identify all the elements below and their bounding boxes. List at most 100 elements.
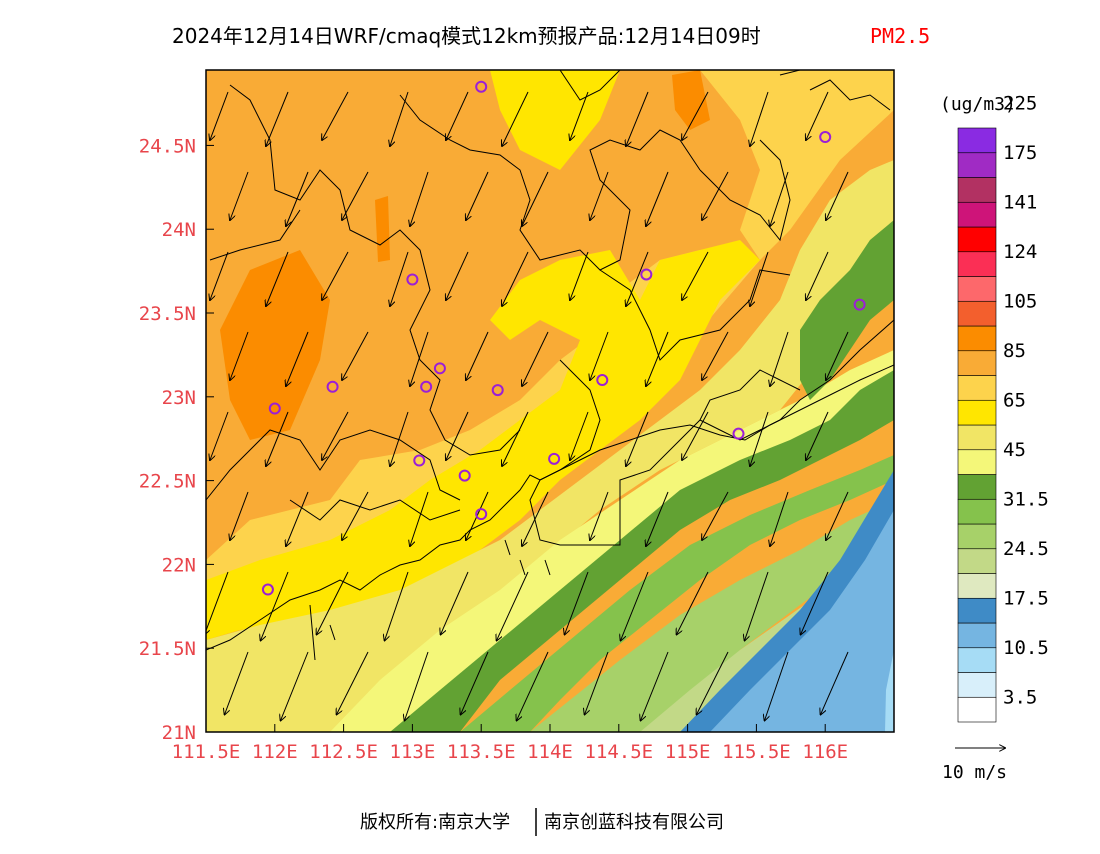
field-green-northeast — [800, 220, 894, 400]
x-tick-label: 115.5E — [722, 741, 791, 763]
colorbar-label: 124 — [1003, 241, 1037, 263]
boundary-line — [559, 70, 621, 101]
field-sea-blue-light — [885, 650, 894, 732]
wind-reference-label: 10 m/s — [942, 762, 1007, 783]
x-tick-label: 111.5E — [172, 741, 241, 763]
y-tick-label: 22N — [162, 554, 196, 576]
colorbar-swatch — [957, 127, 997, 154]
wind-arrow — [266, 411, 289, 466]
x-tick-label: 112.5E — [309, 741, 378, 763]
y-tick-label: 21N — [162, 722, 196, 744]
station-marker — [420, 380, 433, 393]
station-marker — [475, 508, 488, 521]
colorbar-label: 225 — [1003, 92, 1037, 114]
colorbar-label: 45 — [1003, 439, 1026, 461]
station-marker — [548, 452, 561, 465]
field-green-light — [530, 500, 894, 732]
station-marker — [732, 427, 745, 440]
colorbar-swatch — [957, 350, 997, 376]
wind-arrow — [210, 91, 229, 140]
wind-arrow — [750, 91, 769, 146]
wind-arrow — [390, 251, 409, 306]
wind-arrow — [621, 571, 649, 640]
wind-arrow — [502, 251, 529, 306]
station-marker — [413, 454, 426, 467]
colorbar-swatch — [957, 201, 997, 228]
x-tick-label: 114E — [527, 741, 573, 763]
wind-arrow — [522, 171, 549, 226]
wind-arrow — [826, 171, 849, 220]
x-tick-label: 113E — [390, 741, 436, 763]
boundary-line — [699, 139, 791, 242]
wind-arrow — [497, 571, 529, 640]
variable-label: PM2.5 — [870, 24, 930, 48]
colorbar-label: 105 — [1003, 290, 1037, 312]
station-marker — [406, 273, 419, 286]
station-marker — [458, 469, 471, 482]
station-marker — [326, 380, 339, 393]
wind-arrow — [410, 171, 429, 226]
wind-arrow — [390, 91, 409, 146]
colorbar-label: 31.5 — [1003, 488, 1049, 510]
wind-arrow — [646, 331, 669, 386]
x-tick-label: 113.5E — [447, 741, 516, 763]
coastline — [559, 364, 894, 471]
wind-arrow — [266, 91, 289, 146]
wind-arrow — [770, 171, 789, 226]
colorbar-swatch — [957, 399, 997, 426]
colorbar-swatch — [957, 597, 997, 624]
field-sea-blue — [710, 510, 894, 732]
wind-arrow — [682, 91, 709, 140]
concentration-field — [206, 70, 894, 732]
colorbar-swatch — [957, 696, 997, 723]
coastline — [309, 539, 551, 661]
colorbar-swatch — [957, 177, 997, 203]
wind-arrow — [466, 331, 489, 380]
wind-arrow — [570, 411, 589, 460]
wind-arrow — [502, 411, 529, 466]
wind-arrow — [702, 331, 729, 380]
station-marker — [433, 362, 446, 375]
y-tick-label: 22.5N — [139, 471, 196, 493]
colorbar-swatch — [957, 251, 997, 277]
field-green-medium — [460, 455, 894, 732]
boundary-line — [399, 94, 701, 271]
colorbar-swatch — [957, 325, 997, 352]
coastline — [206, 469, 561, 651]
colorbar-swatch — [957, 449, 997, 475]
station-marker — [475, 80, 488, 93]
wind-vectors — [206, 91, 849, 732]
wind-arrow — [286, 491, 309, 546]
wind-arrow — [826, 491, 849, 540]
wind-arrow — [230, 491, 249, 540]
station-marker — [491, 384, 504, 397]
wind-arrow — [230, 331, 249, 380]
wind-arrow — [646, 171, 669, 226]
wind-arrow — [590, 491, 609, 540]
wind-arrow — [446, 411, 469, 460]
wind-arrow — [342, 171, 369, 220]
wind-reference: 10 m/s — [942, 748, 1007, 783]
map-title: 2024年12月14日WRF/cmaq模式12km预报产品:12月14日09时 — [172, 24, 761, 48]
wind-arrow — [697, 651, 729, 714]
colorbar-label: 85 — [1003, 340, 1026, 362]
colorbar-swatch — [957, 523, 997, 550]
wind-arrow — [570, 251, 589, 300]
boundary-line — [699, 369, 801, 421]
colorbar-swatch — [957, 300, 997, 327]
colorbar-swatch — [957, 424, 997, 451]
colorbar-label: 175 — [1003, 142, 1037, 164]
station-marker — [819, 131, 832, 144]
colorbar-swatch — [957, 672, 997, 698]
field-north-yellow — [490, 70, 620, 170]
wind-arrow — [590, 331, 609, 380]
colorbar-label: 24.5 — [1003, 538, 1049, 560]
wind-arrow — [286, 331, 309, 386]
wind-arrow — [770, 491, 789, 546]
wind-arrow — [385, 571, 409, 640]
wind-arrow — [590, 171, 609, 220]
wind-arrow — [522, 331, 549, 386]
station-marker — [596, 374, 609, 387]
wind-arrow — [745, 571, 769, 640]
wind-arrow — [410, 491, 429, 546]
